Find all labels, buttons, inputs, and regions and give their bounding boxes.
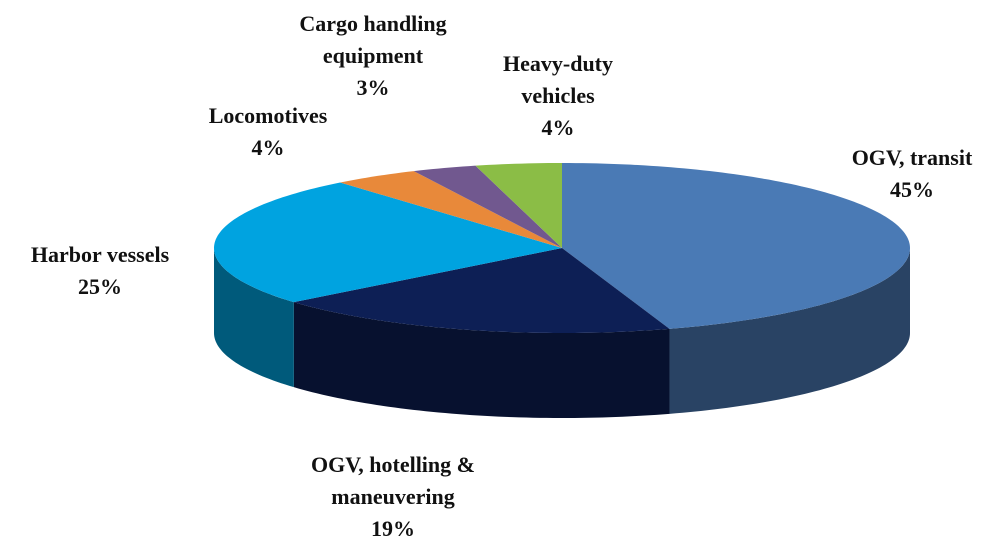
value-label: 45% [890, 177, 934, 202]
category-label: OGV, hotelling & maneuvering [310, 452, 475, 509]
slice-top [475, 163, 562, 248]
category-label: Harbor vessels [30, 242, 170, 267]
pie-slice [413, 165, 562, 248]
slice-top [562, 163, 910, 329]
value-label: 19% [371, 516, 415, 541]
pie-slice [214, 182, 562, 388]
value-label: 25% [78, 274, 122, 299]
slice-label: Cargo handling equipment 3% [273, 8, 473, 104]
category-label: Cargo handling equipment [299, 11, 447, 68]
pie-slice [340, 171, 562, 248]
category-label: Locomotives [208, 103, 328, 128]
value-label: 4% [541, 115, 575, 140]
value-label: 3% [356, 75, 390, 100]
category-label: OGV, transit [851, 145, 973, 170]
slice-top [340, 171, 562, 248]
category-label: Heavy-duty vehicles [503, 51, 613, 108]
slice-top [293, 248, 670, 333]
pie-slice [293, 248, 670, 418]
slice-side [293, 302, 670, 418]
slice-top [413, 165, 562, 248]
pie-slice [475, 163, 562, 248]
slice-top [214, 182, 562, 303]
slice-label: Heavy-duty vehicles 4% [488, 48, 628, 144]
slice-label: OGV, hotelling & maneuvering 19% [293, 449, 493, 541]
slice-side [214, 248, 294, 388]
value-label: 4% [251, 135, 285, 160]
slice-label: OGV, transit 45% [817, 142, 1007, 206]
slice-label: Harbor vessels 25% [0, 239, 200, 303]
pie-slice [562, 163, 910, 414]
slice-side [669, 248, 910, 414]
slice-label: Locomotives 4% [183, 100, 353, 164]
